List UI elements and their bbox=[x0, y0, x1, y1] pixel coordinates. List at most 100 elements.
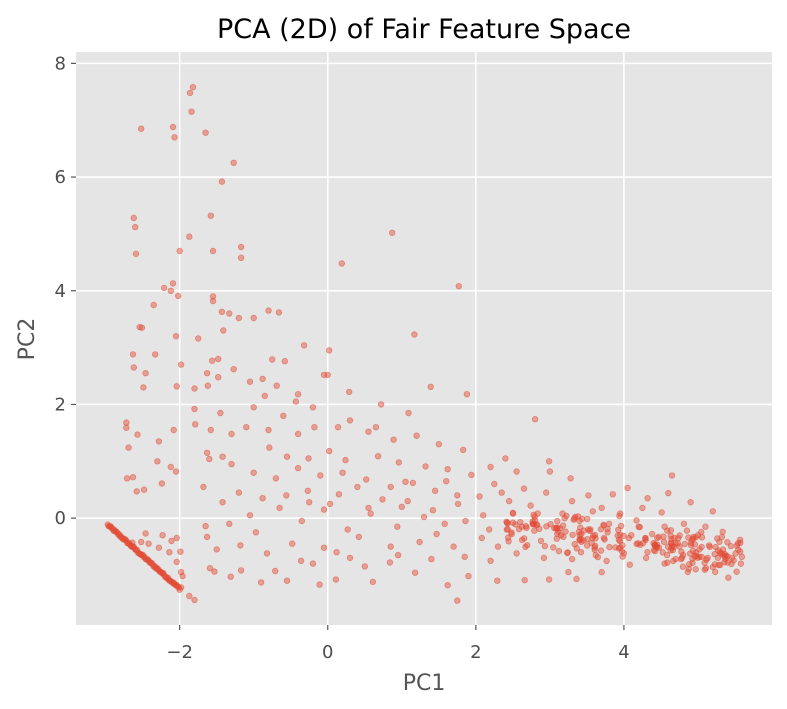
scatter-point bbox=[513, 550, 520, 557]
scatter-point bbox=[540, 554, 548, 562]
scatter-point bbox=[272, 567, 279, 575]
scatter-point bbox=[235, 489, 243, 496]
scatter-point bbox=[543, 489, 550, 496]
scatter-point bbox=[681, 540, 688, 548]
scatter-point bbox=[513, 468, 520, 475]
scatter-point bbox=[600, 522, 608, 529]
scatter-point bbox=[703, 556, 710, 563]
scatter-point bbox=[680, 520, 688, 527]
scatter-point bbox=[686, 561, 693, 568]
scatter-point bbox=[577, 524, 584, 531]
scatter-point bbox=[173, 558, 180, 566]
scatter-point bbox=[460, 446, 467, 454]
scatter-point bbox=[338, 260, 345, 267]
scatter-point bbox=[189, 83, 197, 91]
scatter-point bbox=[568, 497, 576, 505]
scatter-point bbox=[142, 370, 149, 377]
scatter-point bbox=[604, 529, 611, 536]
scatter-point bbox=[309, 404, 317, 411]
scatter-point bbox=[411, 331, 418, 338]
scatter-point bbox=[711, 561, 719, 568]
scatter-point bbox=[269, 356, 276, 363]
scatter-point bbox=[246, 378, 254, 385]
scatter-point bbox=[702, 565, 710, 572]
scatter-point bbox=[564, 549, 571, 556]
scatter-point bbox=[667, 532, 674, 539]
scatter-point bbox=[220, 327, 227, 334]
scatter-point bbox=[324, 371, 331, 379]
scatter-point bbox=[594, 553, 602, 561]
scatter-point bbox=[130, 214, 137, 222]
scatter-point bbox=[450, 543, 457, 550]
scatter-point bbox=[259, 495, 266, 502]
scatter-point bbox=[669, 546, 677, 554]
scatter-point bbox=[545, 576, 553, 583]
scatter-point bbox=[584, 515, 591, 523]
scatter-point bbox=[346, 554, 354, 562]
scatter-point bbox=[454, 500, 462, 508]
scatter-point bbox=[379, 496, 386, 503]
scatter-point bbox=[698, 534, 706, 541]
scatter-point bbox=[455, 283, 462, 290]
scatter-point bbox=[394, 551, 402, 559]
scatter-point bbox=[733, 542, 740, 549]
scatter-point bbox=[230, 366, 237, 373]
scatter-point bbox=[728, 560, 735, 568]
scatter-point bbox=[365, 504, 372, 512]
scatter-point bbox=[692, 566, 699, 573]
scatter-point bbox=[374, 453, 382, 460]
scatter-point bbox=[292, 398, 300, 405]
scatter-point bbox=[443, 478, 450, 485]
scatter-point bbox=[137, 125, 145, 132]
scatter-point bbox=[689, 555, 696, 562]
scatter-point bbox=[309, 560, 317, 567]
scatter-point bbox=[252, 529, 260, 536]
scatter-point bbox=[202, 129, 209, 136]
scatter-point bbox=[527, 502, 534, 509]
plot-area bbox=[76, 52, 772, 625]
scatter-point bbox=[587, 526, 594, 533]
scatter-point bbox=[655, 533, 662, 541]
scatter-point bbox=[463, 391, 471, 398]
scatter-point bbox=[712, 568, 719, 576]
scatter-point bbox=[211, 568, 218, 575]
scatter-point bbox=[685, 565, 692, 572]
scatter-point bbox=[154, 458, 161, 465]
scatter-point bbox=[304, 487, 311, 494]
scatter-point bbox=[554, 518, 561, 525]
scatter-point bbox=[690, 533, 697, 541]
scatter-point bbox=[263, 550, 271, 557]
scatter-point bbox=[155, 438, 163, 445]
y-tick-label: 8 bbox=[55, 53, 66, 74]
scatter-point bbox=[502, 455, 509, 462]
scatter-point bbox=[200, 483, 207, 491]
scatter-point bbox=[203, 533, 211, 541]
scatter-point bbox=[597, 547, 605, 554]
axis-ticks: −2 0 2 4 0 2 4 6 8 bbox=[55, 53, 630, 663]
scatter-point bbox=[642, 554, 650, 562]
scatter-point bbox=[529, 520, 536, 527]
scatter-point bbox=[698, 543, 705, 551]
scatter-point bbox=[591, 546, 598, 553]
scatter-point bbox=[433, 530, 440, 538]
scatter-point bbox=[702, 523, 709, 530]
scatter-point bbox=[130, 364, 137, 371]
scatter-point bbox=[719, 551, 726, 558]
scatter-point bbox=[272, 475, 280, 482]
scatter-point bbox=[555, 547, 563, 555]
scatter-point bbox=[342, 456, 349, 464]
scatter-point bbox=[706, 543, 713, 550]
scatter-point bbox=[429, 507, 437, 514]
scatter-point bbox=[648, 530, 656, 538]
scatter-point bbox=[536, 525, 543, 532]
scatter-point bbox=[150, 301, 157, 309]
scatter-point bbox=[626, 561, 633, 568]
scatter-point bbox=[316, 581, 323, 588]
scatter-point bbox=[213, 546, 220, 553]
scatter-point bbox=[173, 383, 180, 390]
scatter-point bbox=[683, 527, 691, 534]
scatter-point bbox=[186, 592, 193, 600]
scatter-point bbox=[173, 534, 180, 542]
scatter-point bbox=[369, 578, 377, 585]
scatter-point bbox=[498, 489, 505, 496]
